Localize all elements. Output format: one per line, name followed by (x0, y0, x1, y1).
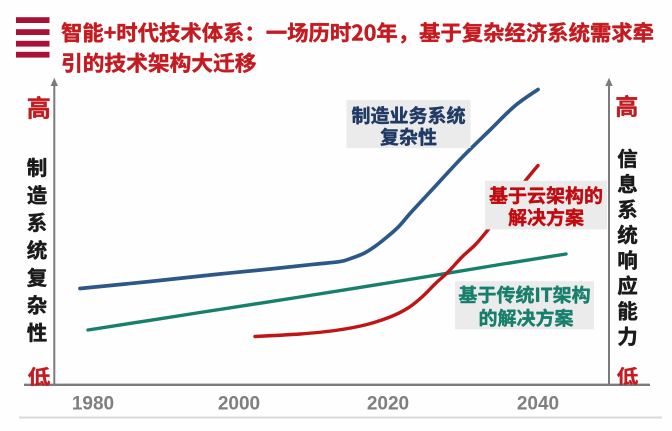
svg-text:2000: 2000 (218, 394, 260, 415)
svg-text:2040: 2040 (517, 394, 559, 415)
svg-text:2020: 2020 (367, 394, 409, 415)
svg-text:1980: 1980 (72, 394, 114, 415)
